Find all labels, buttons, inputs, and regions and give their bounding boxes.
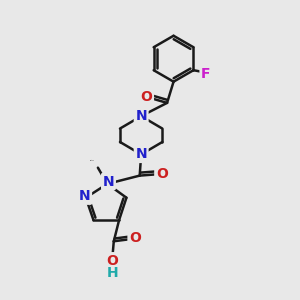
Text: methyl: methyl: [90, 160, 95, 161]
Text: H: H: [107, 266, 119, 280]
Text: O: O: [156, 167, 168, 181]
Text: N: N: [79, 189, 90, 203]
Text: N: N: [135, 147, 147, 161]
Text: N: N: [135, 109, 147, 123]
Text: O: O: [106, 254, 118, 268]
Text: N: N: [103, 175, 114, 188]
Text: O: O: [140, 90, 152, 104]
Text: F: F: [201, 67, 211, 81]
Text: O: O: [129, 231, 141, 245]
